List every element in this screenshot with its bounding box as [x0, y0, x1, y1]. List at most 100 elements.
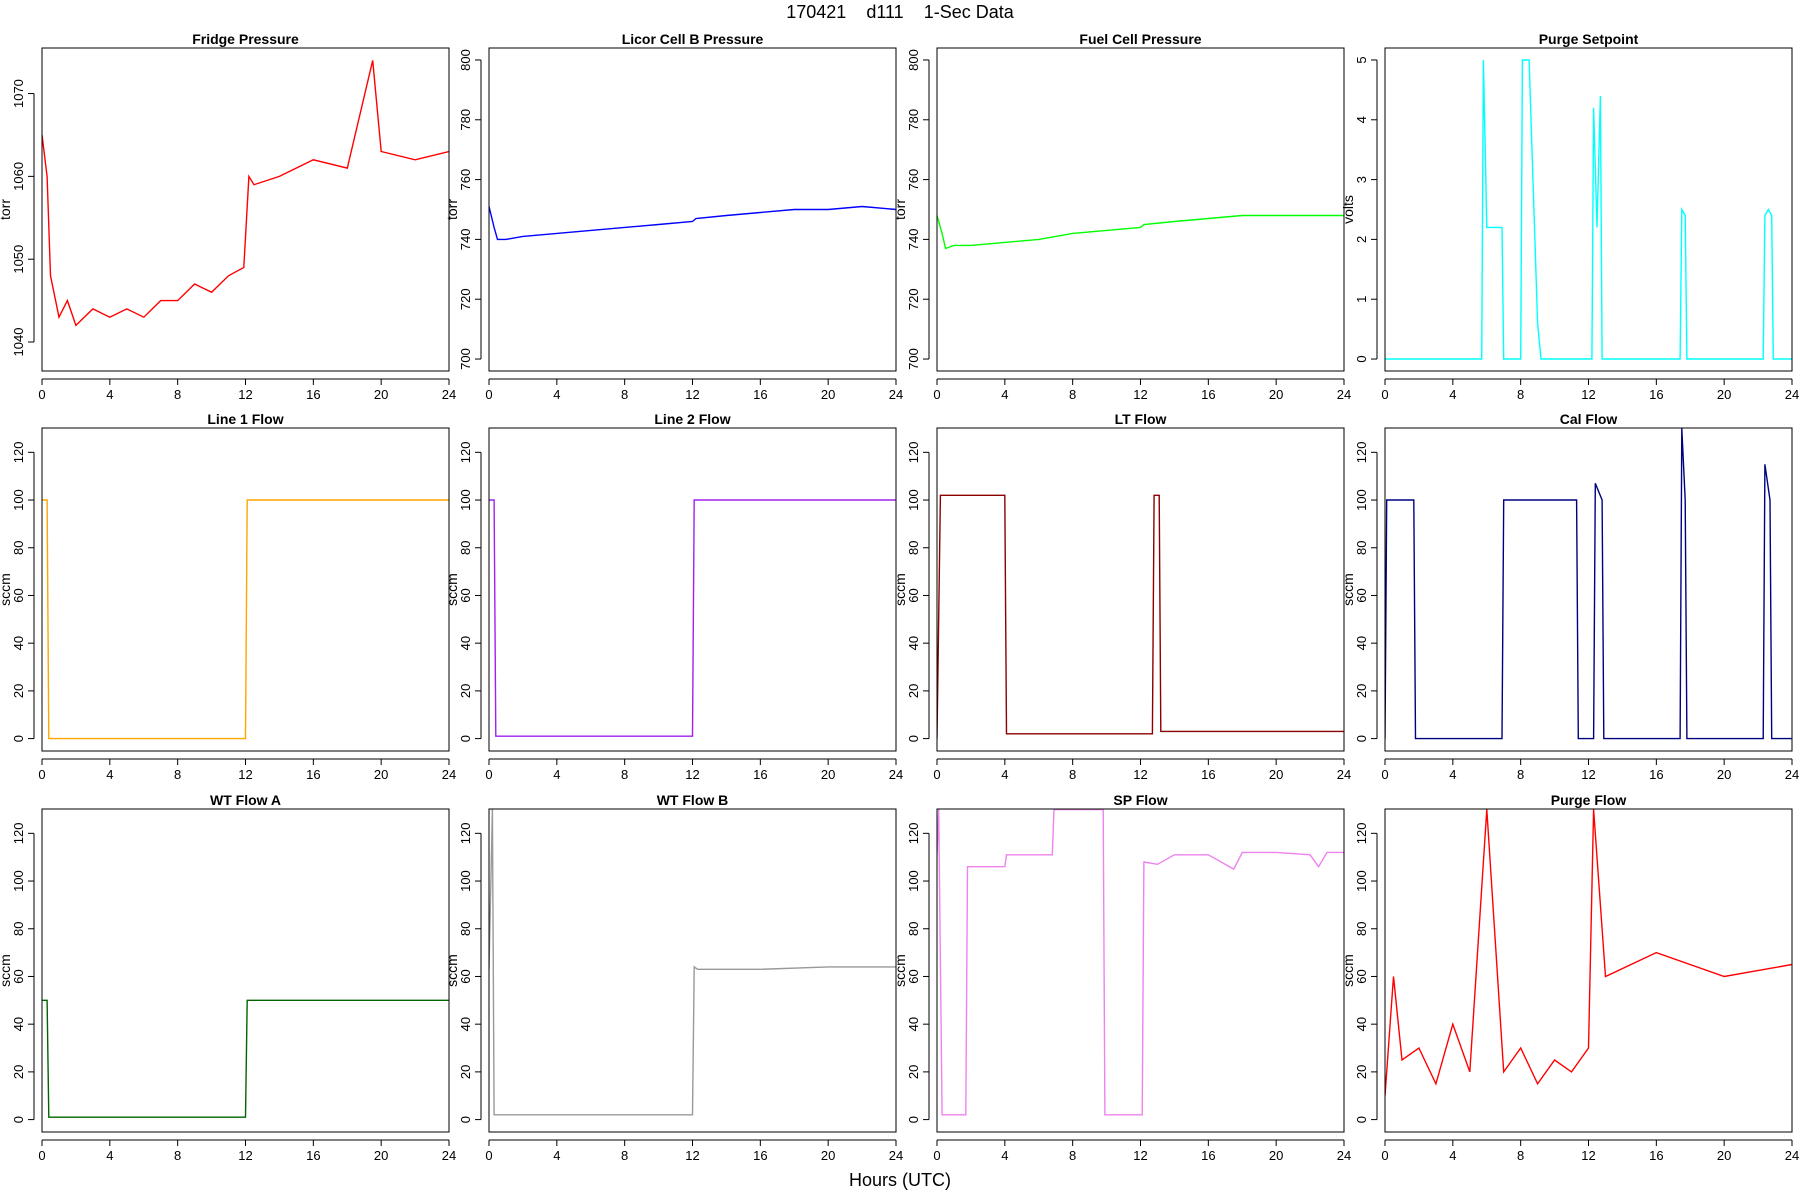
panel-title: WT Flow B	[657, 792, 729, 808]
y-axis-label: sccm	[0, 954, 13, 987]
panel-title: Line 1 Flow	[207, 411, 283, 427]
y-axis-label: sccm	[1340, 954, 1356, 987]
data-line-3-0	[1385, 59, 1792, 360]
panel-title: Fuel Cell Pressure	[1079, 31, 1201, 47]
y-tick-label: 800	[906, 49, 921, 71]
y-tick-label: 4	[1354, 116, 1369, 123]
x-tick-label: 4	[1449, 387, 1456, 402]
y-tick-label: 100	[11, 489, 26, 511]
x-tick-label: 24	[1785, 1148, 1799, 1163]
x-tick-label: 0	[485, 767, 492, 782]
y-tick-label: 80	[906, 541, 921, 555]
y-tick-label: 800	[458, 49, 473, 71]
x-tick-label: 8	[1069, 767, 1076, 782]
x-tick-label: 20	[374, 767, 388, 782]
y-tick-label: 60	[906, 588, 921, 602]
x-tick-label: 20	[821, 387, 835, 402]
data-line-11-0	[1385, 809, 1792, 1096]
y-tick-label: 740	[906, 229, 921, 251]
x-tick-label: 20	[1717, 387, 1731, 402]
x-tick-label: 24	[889, 1148, 903, 1163]
y-tick-label: 760	[458, 169, 473, 191]
plot-frame	[936, 808, 1345, 1133]
x-tick-label: 4	[106, 767, 113, 782]
x-tick-label: 16	[1649, 1148, 1663, 1163]
x-tick-label: 12	[685, 767, 699, 782]
y-axis-label: torr	[892, 199, 908, 220]
y-tick-label: 20	[906, 684, 921, 698]
x-tick-label: 12	[1133, 767, 1147, 782]
y-tick-label: 60	[906, 969, 921, 983]
x-tick-label: 16	[1201, 1148, 1215, 1163]
y-tick-label: 0	[458, 735, 473, 742]
y-tick-label: 60	[1354, 969, 1369, 983]
y-tick-label: 80	[1354, 541, 1369, 555]
y-tick-label: 20	[458, 1065, 473, 1079]
panel-9: WT Flow B 0 4 8 12 16 20 24 0 20 40 60 80 100 120 sccm	[444, 792, 903, 1163]
x-tick-label: 8	[1517, 767, 1524, 782]
x-tick-label: 16	[753, 767, 767, 782]
panel-4: Line 1 Flow 0 4 8 12 16 20 24 0 20 40 60 80 100 120 scc…	[0, 411, 456, 782]
y-tick-label: 1	[1354, 296, 1369, 303]
y-tick-label: 60	[458, 969, 473, 983]
x-tick-label: 20	[821, 767, 835, 782]
y-tick-label: 60	[458, 588, 473, 602]
y-tick-label: 120	[1354, 441, 1369, 463]
x-tick-label: 4	[553, 387, 560, 402]
x-tick-label: 4	[553, 767, 560, 782]
x-tick-label: 8	[1517, 1148, 1524, 1163]
y-axis-label: volts	[1340, 195, 1356, 224]
x-tick-label: 24	[1337, 387, 1351, 402]
x-tick-label: 16	[1649, 767, 1663, 782]
x-tick-label: 4	[106, 1148, 113, 1163]
x-tick-label: 4	[1001, 387, 1008, 402]
data-line-9-0	[489, 809, 896, 1116]
y-tick-label: 120	[458, 822, 473, 844]
x-tick-label: 16	[1201, 387, 1215, 402]
x-tick-label: 16	[1201, 767, 1215, 782]
x-axis-label: Hours (UTC)	[849, 1170, 951, 1190]
x-tick-label: 16	[1649, 387, 1663, 402]
x-tick-label: 16	[753, 1148, 767, 1163]
y-tick-label: 120	[11, 822, 26, 844]
y-tick-label: 1050	[11, 245, 26, 274]
y-tick-label: 760	[906, 169, 921, 191]
y-tick-label: 20	[1354, 1065, 1369, 1079]
x-tick-label: 4	[1001, 1148, 1008, 1163]
y-tick-label: 100	[11, 870, 26, 892]
y-tick-label: 40	[906, 636, 921, 650]
y-tick-label: 20	[906, 1065, 921, 1079]
y-tick-label: 0	[11, 735, 26, 742]
x-tick-label: 0	[1381, 387, 1388, 402]
y-tick-label: 60	[11, 969, 26, 983]
panel-7: Cal Flow 0 4 8 12 16 20 24 0 20 40 60 80 100 120 sccm	[1340, 411, 1799, 782]
x-tick-label: 0	[485, 387, 492, 402]
y-tick-label: 40	[11, 636, 26, 650]
plot-frame	[41, 808, 450, 1133]
y-tick-label: 20	[1354, 684, 1369, 698]
x-tick-label: 16	[306, 1148, 320, 1163]
panel-title: Fridge Pressure	[192, 31, 299, 47]
y-tick-label: 0	[906, 1116, 921, 1123]
y-tick-label: 120	[906, 441, 921, 463]
x-tick-label: 0	[1381, 1148, 1388, 1163]
data-line-10-0	[937, 809, 1344, 1116]
plot-frame	[1384, 47, 1793, 372]
x-tick-label: 4	[1449, 767, 1456, 782]
x-tick-label: 4	[1001, 767, 1008, 782]
y-tick-label: 0	[1354, 735, 1369, 742]
x-tick-label: 12	[1133, 1148, 1147, 1163]
x-tick-label: 4	[1449, 1148, 1456, 1163]
x-tick-label: 24	[1785, 387, 1799, 402]
x-tick-label: 8	[174, 767, 181, 782]
y-tick-label: 120	[1354, 822, 1369, 844]
x-tick-label: 0	[933, 387, 940, 402]
x-tick-label: 20	[1269, 1148, 1283, 1163]
y-tick-label: 100	[1354, 870, 1369, 892]
x-tick-label: 24	[1337, 1148, 1351, 1163]
panel-title: LT Flow	[1115, 411, 1167, 427]
y-axis-label: sccm	[444, 954, 460, 987]
y-axis-label: sccm	[892, 954, 908, 987]
x-tick-label: 4	[553, 1148, 560, 1163]
